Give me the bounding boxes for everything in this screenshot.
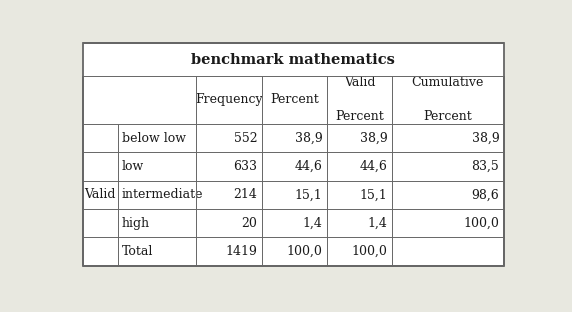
Text: intermediate: intermediate [122, 188, 204, 201]
Text: 15,1: 15,1 [295, 188, 323, 201]
Text: low: low [122, 160, 144, 173]
Text: 38,9: 38,9 [295, 132, 323, 144]
Text: Valid

Percent: Valid Percent [335, 76, 384, 124]
Text: 38,9: 38,9 [471, 132, 499, 144]
Text: 83,5: 83,5 [471, 160, 499, 173]
Text: 100,0: 100,0 [287, 245, 323, 258]
Text: 1,4: 1,4 [368, 217, 388, 230]
Text: 98,6: 98,6 [471, 188, 499, 201]
Text: 20: 20 [241, 217, 257, 230]
Text: 15,1: 15,1 [360, 188, 388, 201]
Text: 1419: 1419 [225, 245, 257, 258]
Text: Valid: Valid [84, 188, 116, 201]
Text: Cumulative

Percent: Cumulative Percent [412, 76, 484, 124]
Text: 44,6: 44,6 [295, 160, 323, 173]
Text: 633: 633 [233, 160, 257, 173]
Text: 100,0: 100,0 [463, 217, 499, 230]
Text: 552: 552 [233, 132, 257, 144]
Text: below low: below low [122, 132, 186, 144]
Text: Percent: Percent [270, 93, 319, 106]
Text: 100,0: 100,0 [352, 245, 388, 258]
Text: benchmark mathematics: benchmark mathematics [191, 53, 395, 67]
Text: high: high [122, 217, 150, 230]
Text: Frequency: Frequency [195, 93, 263, 106]
Text: 38,9: 38,9 [360, 132, 388, 144]
Text: 44,6: 44,6 [360, 160, 388, 173]
Text: 1,4: 1,4 [303, 217, 323, 230]
Text: Total: Total [122, 245, 153, 258]
Text: 214: 214 [233, 188, 257, 201]
